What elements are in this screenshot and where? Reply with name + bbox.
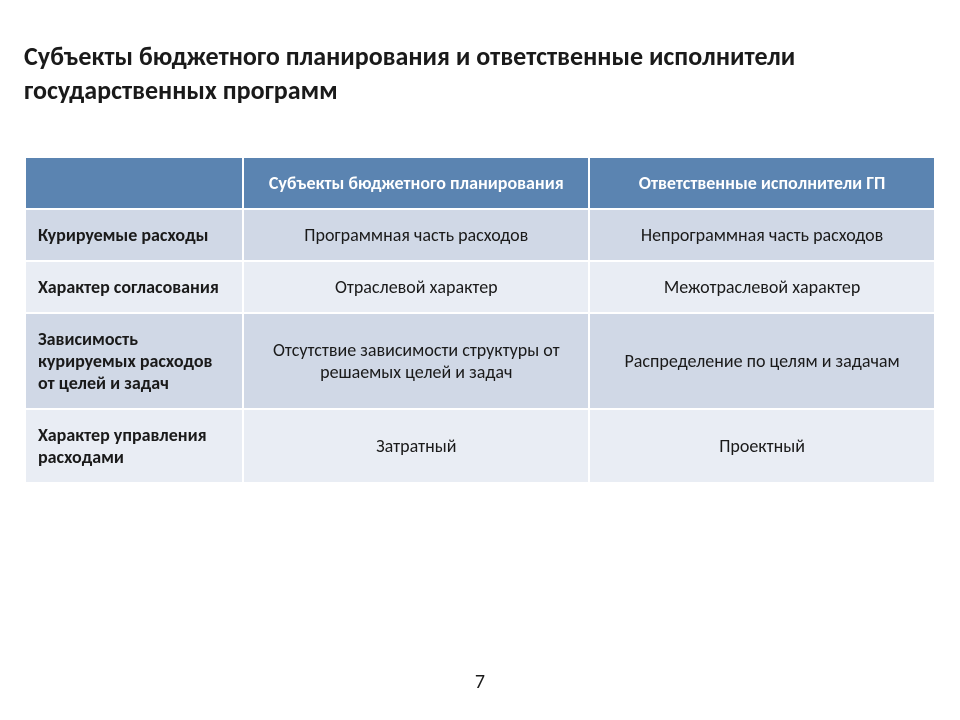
table-header-row: Субъекты бюджетного планирования Ответст…: [25, 157, 935, 209]
row-cell: Непрограммная часть расходов: [589, 209, 935, 261]
comparison-table: Субъекты бюджетного планирования Ответст…: [24, 156, 936, 484]
table-row: Характер управления расходамиЗатратныйПр…: [25, 409, 935, 483]
row-label: Зависимость курируемых расходов от целей…: [25, 313, 243, 409]
table-header-col1: Субъекты бюджетного планирования: [243, 157, 589, 209]
table-row: Зависимость курируемых расходов от целей…: [25, 313, 935, 409]
page-number: 7: [475, 670, 485, 694]
slide-title: Субъекты бюджетного планирования и ответ…: [24, 40, 936, 108]
row-cell: Распределение по целям и задачам: [589, 313, 935, 409]
row-label: Курируемые расходы: [25, 209, 243, 261]
table-row: Характер согласованияОтраслевой характер…: [25, 261, 935, 313]
row-cell: Программная часть расходов: [243, 209, 589, 261]
row-cell: Межотраслевой характер: [589, 261, 935, 313]
table-body: Курируемые расходыПрограммная часть расх…: [25, 209, 935, 483]
row-label: Характер управления расходами: [25, 409, 243, 483]
table-row: Курируемые расходыПрограммная часть расх…: [25, 209, 935, 261]
row-cell: Затратный: [243, 409, 589, 483]
row-cell: Отсутствие зависимости структуры от реша…: [243, 313, 589, 409]
row-cell: Проектный: [589, 409, 935, 483]
row-label: Характер согласования: [25, 261, 243, 313]
row-cell: Отраслевой характер: [243, 261, 589, 313]
table-header-col2: Ответственные исполнители ГП: [589, 157, 935, 209]
table-header-empty: [25, 157, 243, 209]
